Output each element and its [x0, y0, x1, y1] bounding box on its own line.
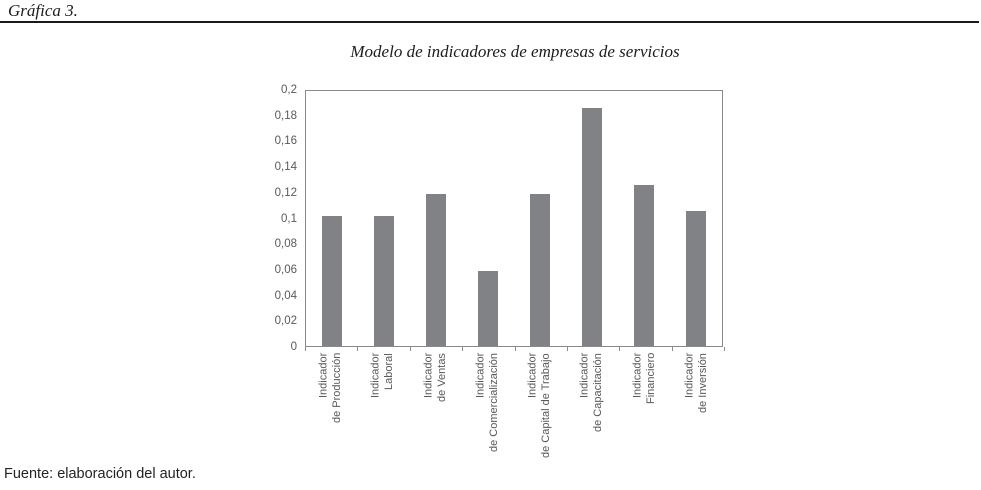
- x-tick: [305, 347, 306, 351]
- bar-slot: [514, 91, 566, 346]
- x-slot: Indicador de Inversión: [671, 351, 723, 463]
- x-slot: Indicador de Capacitación: [566, 351, 618, 463]
- x-tick: [566, 347, 568, 351]
- y-tick-label: 0: [290, 341, 297, 353]
- x-slot: Indicador de Ventas: [410, 351, 462, 463]
- x-category-label: Indicador de Comercialización: [474, 353, 500, 453]
- x-tick: [462, 347, 464, 351]
- x-category-label: Indicador de Producción: [317, 353, 344, 424]
- x-axis-ticks: [305, 347, 725, 352]
- bar-slot: [306, 91, 358, 346]
- bar: [686, 210, 706, 346]
- x-slot: Indicador de Producción: [305, 351, 357, 463]
- bar: [478, 270, 498, 346]
- y-tick-label: 0,1: [281, 212, 297, 225]
- y-tick-label: 0,14: [274, 161, 297, 174]
- bar-slot: [358, 91, 410, 346]
- caption-rule: [0, 21, 979, 23]
- plot-area: [305, 90, 723, 347]
- y-tick-label: 0,2: [281, 84, 297, 96]
- bar-slot: [566, 91, 618, 346]
- x-category-label: Indicador Laboral: [369, 353, 396, 399]
- x-tick: [514, 347, 516, 351]
- figure-caption: Gráfica 3.: [8, 1, 78, 20]
- x-tick: [357, 347, 359, 351]
- x-slot: Indicador Laboral: [357, 351, 409, 463]
- y-tick-label: 0,12: [274, 186, 297, 199]
- x-category-label: Indicador de Inversión: [683, 353, 709, 413]
- bar-slot: [618, 91, 670, 346]
- x-tick: [724, 347, 725, 351]
- y-tick-label: 0,08: [274, 238, 297, 251]
- y-tick-label: 0,02: [274, 315, 297, 328]
- x-slot: Indicador de Capital de Trabajo: [514, 351, 566, 463]
- bar-slot: [462, 91, 514, 346]
- bar: [582, 107, 602, 346]
- y-tick-label: 0,06: [274, 263, 297, 276]
- x-slot: Indicador de Comercialización: [462, 351, 514, 463]
- x-category-label: Indicador de Ventas: [422, 353, 448, 402]
- y-tick-label: 0,16: [274, 135, 297, 148]
- chart-title: Modelo de indicadores de empresas de ser…: [350, 42, 680, 61]
- y-tick-label: 0,04: [274, 289, 297, 302]
- bar-slot: [410, 91, 462, 346]
- bar: [426, 194, 446, 346]
- y-axis: 0,2 0,18 0,16 0,14 0,12 0,1 0,08 0,06 0,04 0,02 0: [235, 84, 297, 353]
- bar-slot: [670, 91, 722, 346]
- bar-series: [306, 91, 722, 346]
- source-note: Fuente: elaboración del autor.: [4, 466, 196, 482]
- x-slot: Indicador Financiero: [619, 351, 671, 463]
- bar: [374, 215, 394, 346]
- x-category-label: Indicador de Capacitación: [578, 353, 605, 432]
- x-axis-labels: Indicador de Producción Indicador Laboral…: [305, 351, 723, 463]
- y-tick-label: 0,18: [274, 109, 297, 122]
- bar: [530, 194, 550, 346]
- bar: [634, 185, 654, 346]
- x-category-label: Indicador Financiero: [631, 353, 657, 405]
- x-tick: [619, 347, 621, 351]
- bar: [322, 215, 342, 346]
- x-category-label: Indicador de Capital de Trabajo: [526, 353, 553, 458]
- x-tick: [671, 347, 673, 351]
- x-tick: [409, 347, 411, 351]
